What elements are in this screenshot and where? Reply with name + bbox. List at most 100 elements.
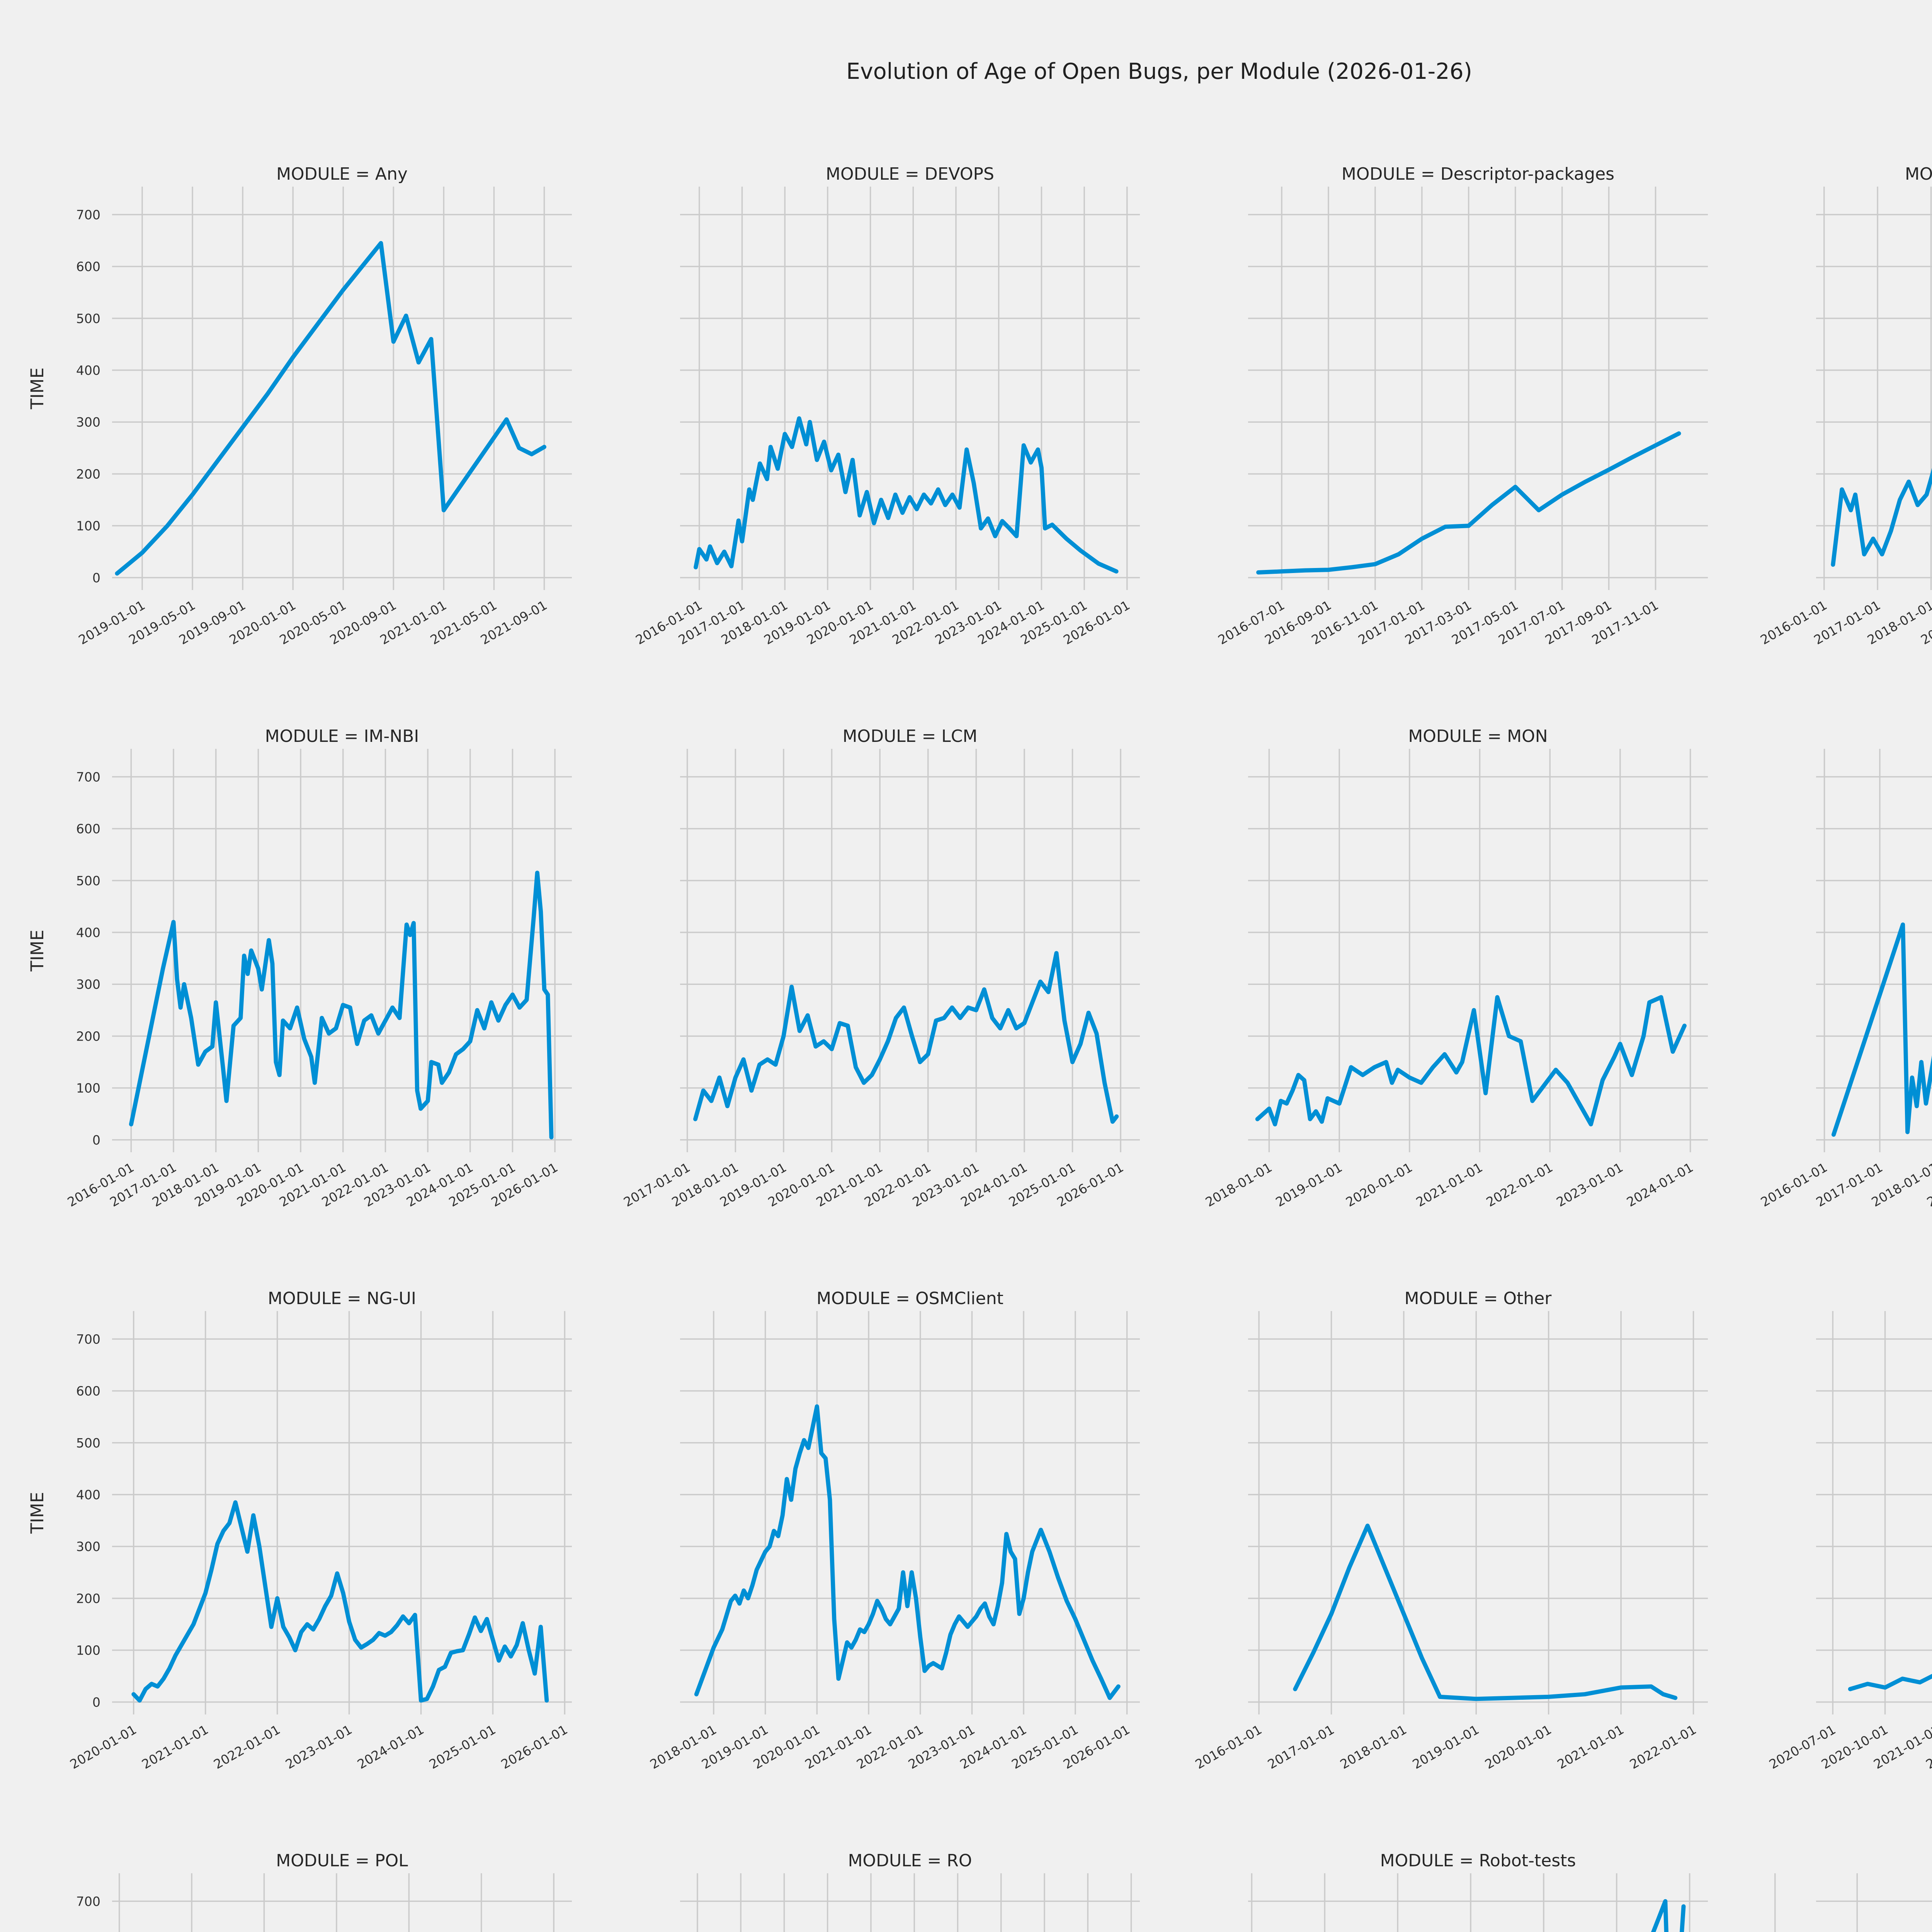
plot-area: MODULE = DEVOPS2016-01-012017-01-012018-…: [633, 164, 1140, 648]
chart-facet: MODULE = Descriptor-packages 2016-07-01 20…: [1215, 164, 1708, 648]
plot-area: MODULE = N2VC2016-01-012017-01-012018-01…: [1758, 749, 1932, 1210]
x-tick-label: 2018-01-01: [1337, 1722, 1409, 1772]
plot-area: MODULE = NG-UI 0 100 200 300 400 500 600 700 2020…: [27, 1289, 572, 1772]
y-tick-label: 700: [76, 207, 100, 222]
plot-area: MODULE = LCM2017-01-012018-01-012019-01-…: [621, 726, 1140, 1210]
y-tick-label: 400: [76, 363, 100, 378]
y-tick-label: 200: [76, 466, 100, 481]
facet-title: MODULE = POL: [276, 1851, 408, 1871]
x-tick-label: 2021-01-01: [139, 1722, 211, 1772]
y-tick-label: 0: [92, 1695, 100, 1710]
facet-title: MODULE = Documentation / Wiki: [1905, 164, 1932, 184]
plot-area: MODULE = POL01002003004005006007002018-0…: [76, 1851, 572, 1932]
y-tick-label: 500: [76, 1435, 100, 1451]
x-tick-label: 2020-01-01: [1482, 1722, 1554, 1772]
chart-facet: MODULE = NG-UI 0 100 200 300 400 500 600 700 2020…: [27, 1289, 572, 1772]
facet-title: MODULE = Any: [276, 164, 408, 184]
y-tick-label: 300: [76, 1539, 100, 1554]
y-tick-label: 300: [76, 977, 100, 992]
plot-area: MODULE = OSMClient2018-01-012019-01-0120…: [647, 1289, 1140, 1772]
plot-area: MODULE = Descriptor-packages2016-07-0120…: [1215, 164, 1708, 648]
plot-area: MODULE = Any01002003004005006007002019-0…: [27, 164, 572, 648]
chart-facet: MODULE = POL01002003004005006007002018-0…: [76, 1851, 572, 1932]
plot-area: MODULE = Robot-tests2020-01-012021-01-01…: [1248, 1851, 1708, 1932]
y-tick-label: 500: [76, 311, 100, 326]
x-tick-label: 2018-01-01: [1203, 1160, 1275, 1210]
y-tick-label: 100: [76, 1643, 100, 1658]
facet-title: MODULE = DEVOPS: [826, 164, 994, 184]
data-line: [1651, 1899, 1686, 1932]
plot-area: MODULE = Other 2016-01-01 2017-01-01 2018-0…: [1193, 1289, 1708, 1772]
x-tick-label: 2019-01-01: [1273, 1160, 1345, 1210]
x-tick-label: 2022-01-01: [211, 1722, 283, 1772]
facet-title: MODULE = IM-NBI: [265, 726, 419, 746]
x-tick-label: 2022-01-01: [1627, 1722, 1699, 1772]
y-tick-label: 500: [76, 873, 100, 888]
y-tick-label: 700: [76, 1332, 100, 1347]
chart-facet: MODULE = RO2016-01-012017-01-012018-01-0…: [680, 1851, 1140, 1932]
x-tick-label: 2024-01-01: [1624, 1160, 1696, 1210]
x-tick-label: 2025-01-01: [427, 1722, 498, 1772]
chart-facet: MODULE = LCM 2017-01-01 2018-01-01 2019-01-…: [621, 726, 1140, 1210]
facet-title: MODULE = OSMClient: [816, 1289, 1003, 1308]
figure-title: Evolution of Age of Open Bugs, per Modul…: [846, 59, 1472, 84]
data-line: [694, 416, 1119, 574]
data-line: [131, 1500, 549, 1703]
x-tick-label: 2026-01-01: [498, 1722, 570, 1772]
chart-facet: MODULE = Any 0 100 200 300 400 500 600 700 2019-0…: [27, 164, 572, 648]
x-tick-label: 2020-01-01: [1343, 1160, 1415, 1210]
plot-area: MODULE = RO2016-01-012017-01-012018-01-0…: [680, 1851, 1140, 1932]
data-line: [694, 1404, 1121, 1700]
facet-title: MODULE = RO: [848, 1851, 972, 1871]
plot-area: MODULE = Documentation / Wiki2016-01-012…: [1758, 164, 1932, 648]
data-line: [115, 241, 546, 576]
data-line: [1831, 468, 1932, 567]
y-axis-label: TIME: [27, 930, 48, 972]
data-line: [693, 951, 1119, 1124]
x-tick-label: 2020-01-01: [67, 1722, 139, 1772]
chart-facet: MODULE = Documentation / Wiki2016-01-012…: [1758, 164, 1932, 648]
chart-facet: MODULE = OSMClient 2018-01-01 2019-01-01 20…: [647, 1289, 1140, 1772]
chart-facet: MODULE = N2VC2016-01-012017-01-012018-01…: [1758, 749, 1932, 1210]
y-tick-label: 600: [76, 259, 100, 274]
x-tick-label: 2019-01-01: [1410, 1722, 1482, 1772]
chart-facet: MODULE = Other 2016-01-01 2017-01-01 2018-0…: [1193, 1289, 1708, 1772]
y-tick-label: 0: [92, 1133, 100, 1148]
x-tick-label: 2024-01-01: [355, 1722, 427, 1772]
x-tick-label: 2021-01-01: [1555, 1722, 1627, 1772]
data-line: [1848, 1673, 1932, 1691]
x-tick-label: 2016-01-01: [1193, 1722, 1265, 1772]
y-tick-label: 100: [76, 1081, 100, 1096]
chart-facet: MODULE = PLA2020-07-012020-10-012021-01-…: [1767, 1311, 1932, 1772]
y-tick-label: 700: [76, 1894, 100, 1909]
chart-facet: MODULE = DEVOPS 2016-01-01 2017-01-01 2018-…: [633, 164, 1140, 648]
facet-title: MODULE = LCM: [842, 726, 977, 746]
y-tick-label: 0: [92, 570, 100, 585]
plot-area: MODULE = Unknown2016-01-012017-01-012018…: [1774, 1873, 1932, 1932]
data-line: [1293, 1524, 1678, 1701]
x-tick-label: 2022-01-01: [1484, 1160, 1556, 1210]
y-tick-label: 600: [76, 1384, 100, 1399]
facet-title: MODULE = Other: [1405, 1289, 1552, 1308]
facet-title: MODULE = Robot-tests: [1380, 1851, 1576, 1871]
y-tick-label: 200: [76, 1591, 100, 1606]
y-axis-label: TIME: [27, 1492, 48, 1534]
plot-area: MODULE = IM-NBI0100200300400500600700201…: [27, 726, 572, 1210]
facet-title: MODULE = NG-UI: [268, 1289, 416, 1308]
facet-title: MODULE = Descriptor-packages: [1342, 164, 1614, 184]
data-line: [1831, 922, 1932, 1137]
y-tick-label: 600: [76, 821, 100, 837]
chart-facet: MODULE = IM-NBI 0 100 200 300 400 500 600 700 201…: [27, 726, 572, 1210]
data-line: [1256, 431, 1681, 575]
data-line: [129, 871, 554, 1139]
x-tick-label: 2023-01-01: [283, 1722, 355, 1772]
y-tick-label: 400: [76, 1487, 100, 1502]
y-tick-label: 100: [76, 519, 100, 534]
y-tick-label: 200: [76, 1029, 100, 1044]
y-tick-label: 700: [76, 769, 100, 784]
x-tick-label: 2023-01-01: [1554, 1160, 1626, 1210]
chart-facet: MODULE = MON 2018-01-01 2019-01-01 2020-01-…: [1203, 726, 1708, 1210]
chart-facet: MODULE = Unknown2016-01-012017-01-012018…: [1774, 1873, 1932, 1932]
chart-facet: MODULE = Robot-tests2020-01-012021-01-01…: [1248, 1851, 1708, 1932]
